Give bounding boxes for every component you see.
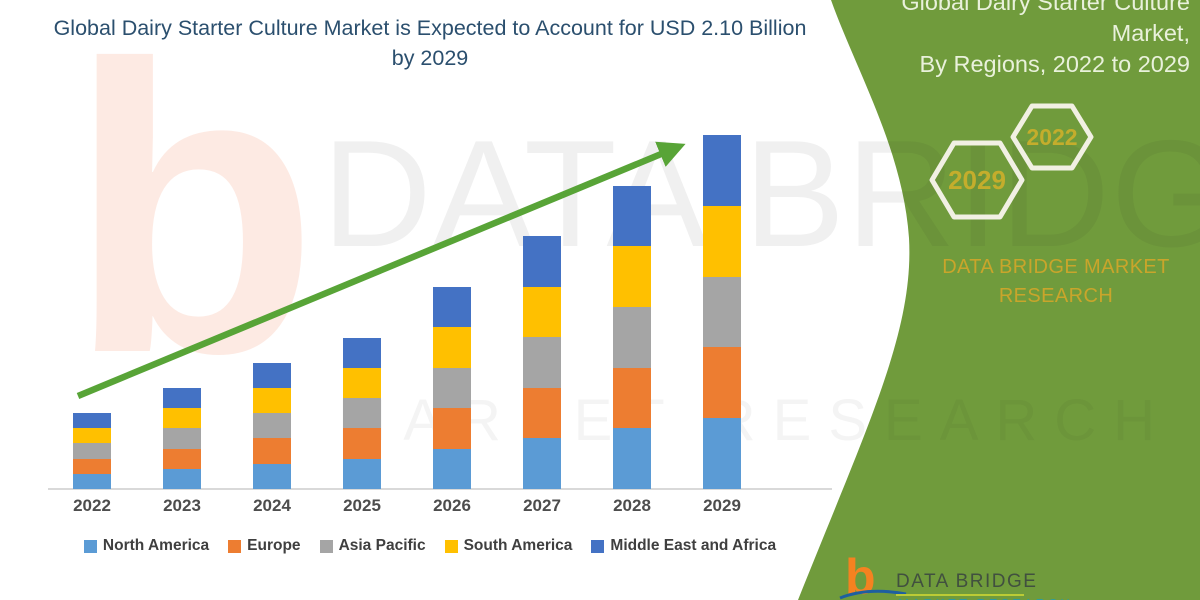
hexagon-2029-label: 2029 — [948, 165, 1006, 195]
logo-name: DATA BRIDGE — [896, 571, 1038, 592]
side-panel-title: Global Dairy Starter Culture Market, By … — [845, 0, 1190, 80]
hexagon-2029-icon — [929, 140, 1025, 220]
chart-title: Global Dairy Starter Culture Market is E… — [53, 16, 807, 70]
brand-name-line1: DATA BRIDGE MARKET — [942, 256, 1170, 278]
legend-swatch-icon — [591, 539, 605, 553]
legend-item: Asia Pacific — [319, 537, 426, 555]
legend-item: Europe — [228, 537, 301, 555]
side-panel-title-line1: Global Dairy Starter Culture Market, — [901, 0, 1190, 46]
hexagon-2022-icon — [1010, 103, 1094, 171]
legend-item: South America — [444, 537, 573, 555]
side-panel-title-line2: By Regions, 2022 to 2029 — [919, 51, 1190, 77]
brand-name-text: DATA BRIDGE MARKET RESEARCH — [905, 253, 1200, 311]
legend-label: Asia Pacific — [338, 537, 426, 554]
legend-label: Middle East and Africa — [610, 537, 777, 554]
legend-swatch-icon — [444, 539, 458, 553]
data-bridge-watermark: DATA BRIDGE — [322, 109, 1200, 279]
legend-label: South America — [463, 537, 573, 554]
market-research-watermark: MARKET RESEARCH — [338, 388, 1173, 453]
legend-swatch-icon — [228, 539, 242, 553]
legend-swatch-icon — [83, 539, 97, 553]
legend-swatch-icon — [319, 539, 333, 553]
trend-arrow-line — [76, 141, 686, 400]
logo-swoosh-icon — [839, 589, 907, 600]
legend-item: Middle East and Africa — [591, 537, 776, 555]
side-panel-shape — [798, 0, 1200, 600]
logo-subname: MARKET RESEARCH — [898, 596, 1073, 600]
hexagon-2022-label: 2022 — [1026, 124, 1078, 150]
legend-label: Europe — [247, 537, 301, 554]
logo-underline — [896, 594, 1024, 596]
legend-label: North America — [102, 537, 210, 554]
chart-legend: North America Europe Asia Pacific South Ame… — [40, 537, 820, 555]
legend-item: North America — [83, 537, 210, 555]
brand-name-line2: RESEARCH — [998, 285, 1114, 307]
